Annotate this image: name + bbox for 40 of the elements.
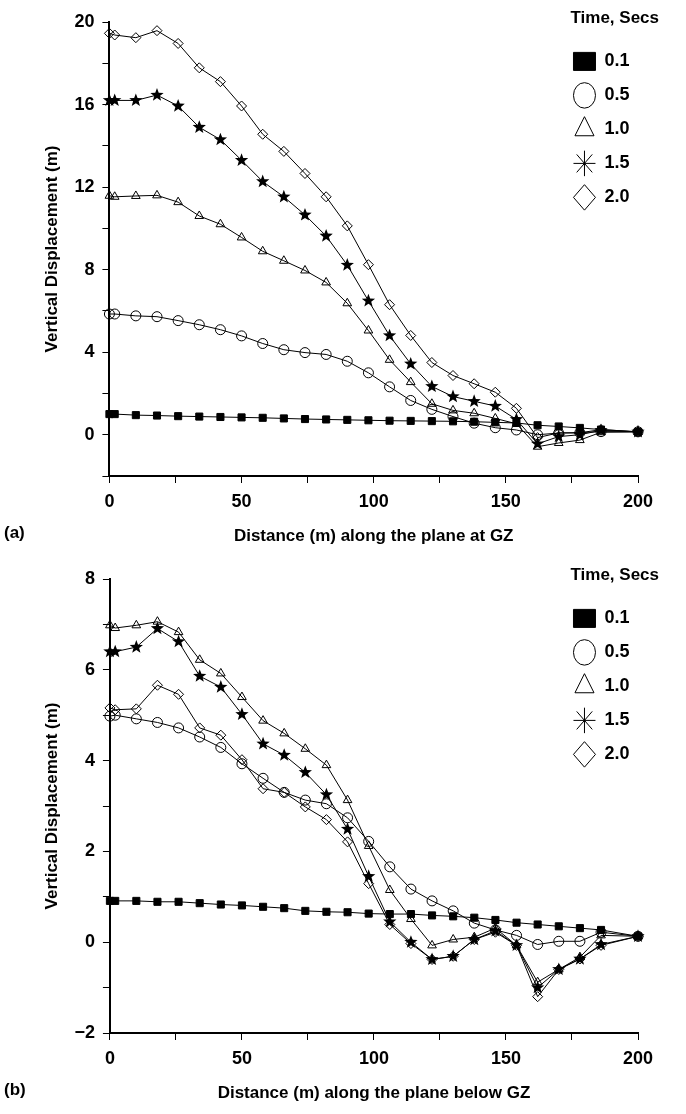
- y-tick-label: 16: [74, 93, 95, 114]
- y-tick-label: 20: [74, 10, 95, 31]
- x-tick-label: 150: [490, 1047, 521, 1068]
- x-tick-label: 50: [231, 490, 252, 511]
- legend-title: Time, Secs: [570, 565, 660, 585]
- y-tick-label: 0: [84, 423, 95, 444]
- y-tick-label: −2: [74, 1021, 95, 1042]
- y-tick-label: 6: [84, 658, 95, 679]
- x-tick-label: 50: [231, 1047, 252, 1068]
- legend-label: 0.5: [604, 641, 630, 662]
- text: (b): [4, 1079, 26, 1099]
- y-tick-label: 2: [84, 840, 95, 861]
- x-tick-label: 100: [358, 1047, 389, 1068]
- x-tick-label: 150: [490, 490, 521, 511]
- y-tick-label: 4: [84, 749, 95, 770]
- legend-label: 0.5: [604, 84, 630, 105]
- legend-label: 2.0: [604, 186, 630, 207]
- y-tick-label: 12: [74, 176, 95, 197]
- x-tick-label: 0: [104, 1047, 115, 1068]
- x-tick-label: 0: [104, 490, 115, 511]
- legend-label: 1.0: [604, 118, 630, 139]
- y-tick-label: 8: [84, 258, 95, 279]
- legend-title: Time, Secs: [570, 8, 660, 28]
- y-tick-label: 0: [84, 931, 95, 952]
- x-axis-title: Distance (m) along the plane below GZ: [217, 1083, 531, 1103]
- y-tick-label: 8: [84, 567, 95, 588]
- legend-label: 0.1: [604, 607, 630, 628]
- legend-label: 1.0: [604, 675, 630, 696]
- y-tick-label: 4: [84, 341, 95, 362]
- y-axis-title: Vertical Displacement (m): [41, 145, 61, 353]
- legend-label: 2.0: [604, 743, 630, 764]
- legend-label: 1.5: [604, 709, 630, 730]
- x-tick-label: 200: [622, 490, 654, 511]
- x-tick-label: 100: [358, 490, 389, 511]
- legend-label: 0.1: [604, 50, 630, 71]
- x-axis-title: Distance (m) along the plane at GZ: [233, 526, 514, 546]
- legend-label: 1.5: [604, 152, 630, 173]
- x-tick-label: 200: [622, 1047, 654, 1068]
- y-axis-title: Vertical Displacement (m): [41, 702, 61, 910]
- text: (a): [4, 522, 25, 542]
